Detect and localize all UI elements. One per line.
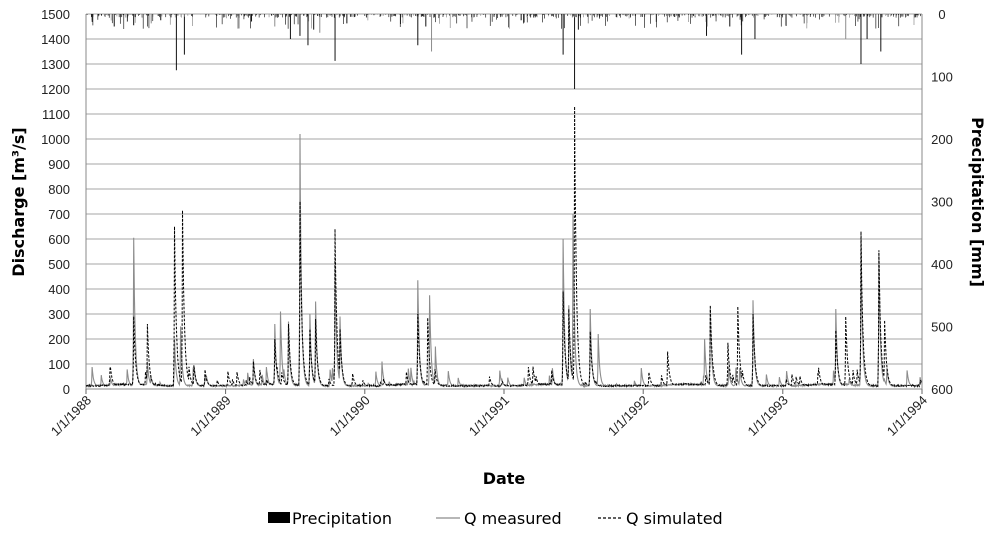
x-tick-6: 1/1/1994 — [884, 393, 930, 439]
y-tick-300: 300 — [48, 307, 70, 322]
legend: Precipitation Q measured Q simulated — [268, 509, 723, 528]
legend-swatch-precipitation — [268, 512, 290, 523]
q-measured-line — [86, 134, 922, 387]
precipitation-axis: 0 100 200 300 400 500 600 — [931, 7, 953, 397]
y-tick-100: 100 — [48, 357, 70, 372]
y-tick-500: 500 — [48, 257, 70, 272]
y-tick-400: 400 — [48, 282, 70, 297]
y-tick-800: 800 — [48, 182, 70, 197]
y2-tick-100: 100 — [931, 70, 953, 85]
x-tick-1: 1/1/1989 — [187, 393, 233, 439]
y-tick-1400: 1400 — [41, 32, 70, 47]
y-tick-1500: 1500 — [41, 7, 70, 22]
y2-tick-500: 500 — [931, 320, 953, 335]
y-tick-1100: 1100 — [42, 107, 70, 122]
y2-tick-0: 0 — [938, 7, 945, 22]
y-tick-1300: 1300 — [41, 57, 70, 72]
x-tick-2: 1/1/1990 — [327, 393, 373, 439]
y-tick-1200: 1200 — [41, 82, 70, 97]
y-tick-600: 600 — [48, 232, 70, 247]
y2-tick-200: 200 — [931, 132, 953, 147]
y-axis-title: Discharge [m³/s] — [9, 127, 28, 276]
y-tick-200: 200 — [48, 332, 70, 347]
x-axis-title: Date — [483, 469, 526, 488]
q-simulated-line — [86, 107, 922, 387]
x-tick-0: 1/1/1988 — [48, 393, 94, 439]
y-tick-700: 700 — [48, 207, 70, 222]
plot-area — [86, 14, 922, 387]
y-tick-0: 0 — [63, 382, 70, 397]
y-tick-900: 900 — [48, 157, 70, 172]
legend-label-precipitation: Precipitation — [292, 509, 392, 528]
x-tick-4: 1/1/1992 — [605, 393, 651, 439]
y2-axis-title: Precipitation [mm] — [968, 117, 987, 287]
y2-tick-600: 600 — [931, 382, 953, 397]
x-tick-3: 1/1/1991 — [466, 393, 512, 439]
precipitation-bars — [86, 14, 920, 89]
x-tick-5: 1/1/1993 — [745, 393, 791, 439]
date-axis: 1/1/1988 1/1/1989 1/1/1990 1/1/1991 1/1/1992… — [48, 389, 930, 439]
gridlines — [86, 14, 922, 389]
y2-tick-400: 400 — [931, 257, 953, 272]
legend-label-q-simulated: Q simulated — [626, 509, 723, 528]
y-tick-1000: 1000 — [41, 132, 70, 147]
y2-tick-300: 300 — [931, 195, 953, 210]
discharge-axis: 0 100 200 300 400 500 600 700 800 900 1000 1100 1200… — [41, 7, 70, 397]
legend-label-q-measured: Q measured — [464, 509, 562, 528]
